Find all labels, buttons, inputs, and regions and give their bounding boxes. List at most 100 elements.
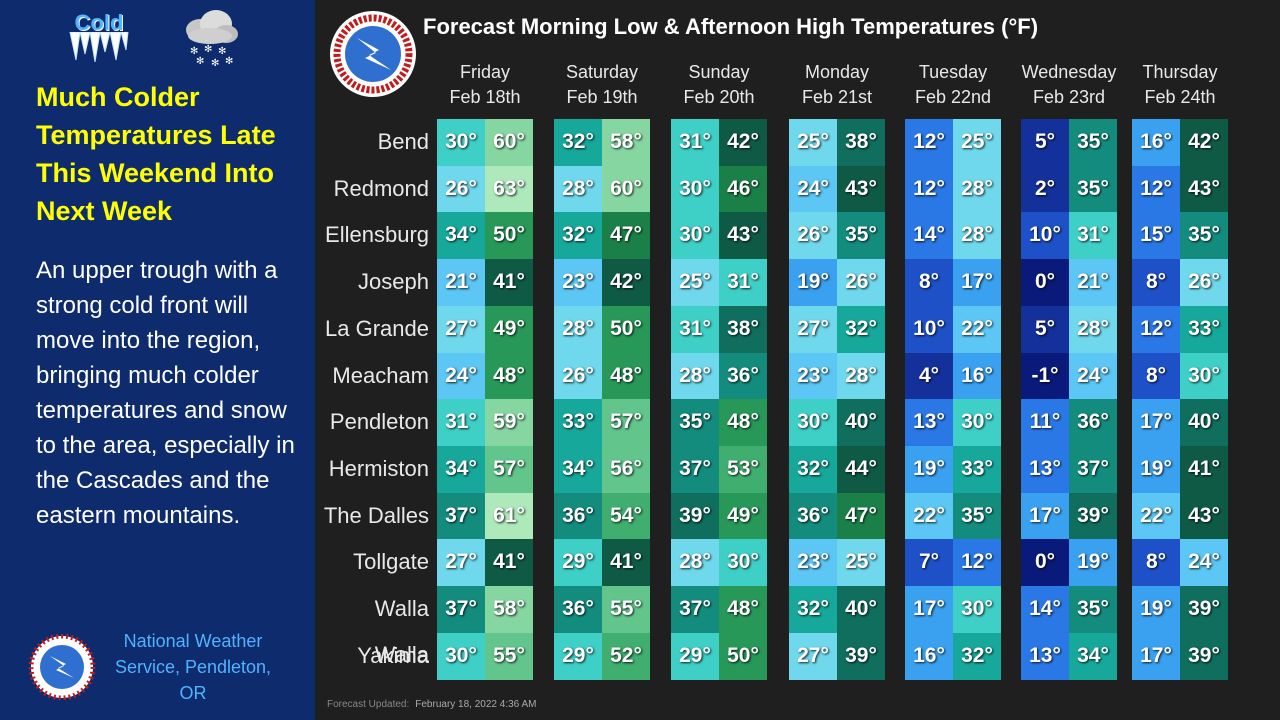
high-temp-cell: 12° — [953, 539, 1001, 587]
high-temp-cell: 26° — [1180, 259, 1228, 307]
icicles-icon — [69, 32, 129, 62]
low-temp-cell: 16° — [905, 632, 953, 680]
high-temp-cell: 35° — [1069, 586, 1117, 634]
high-temp-cell: 28° — [953, 212, 1001, 260]
low-temp-cell: 10° — [905, 305, 953, 353]
low-temp-cell: 5° — [1021, 119, 1069, 167]
high-temp-cell: 38° — [837, 119, 885, 167]
low-temp-cell: 8° — [1132, 352, 1180, 400]
chart-title: Forecast Morning Low & Afternoon High Te… — [423, 14, 1039, 39]
high-temp-cell: 59° — [485, 399, 533, 447]
low-temp-cell: 26° — [554, 352, 602, 400]
high-temp-cell: 41° — [1180, 445, 1228, 494]
high-temp-cell: 30° — [953, 586, 1001, 634]
high-temp-cell: 41° — [485, 259, 533, 307]
city-label: Bend — [377, 129, 429, 154]
high-temp-cell: 22° — [953, 305, 1001, 353]
high-temp-cell: 50° — [602, 305, 650, 353]
low-temp-cell: 5° — [1021, 305, 1069, 353]
low-temp-cell: 28° — [671, 352, 719, 400]
low-temp-cell: 12° — [1132, 165, 1180, 213]
low-temp-cell: 31° — [671, 305, 719, 353]
day-header-sunday: Sunday Feb 20th — [661, 60, 777, 110]
cold-label: Cold — [74, 10, 124, 35]
high-temp-cell: 40° — [837, 586, 885, 634]
city-label: Joseph — [358, 269, 429, 295]
low-temp-cell: 12° — [905, 119, 953, 167]
high-temp-cell: 24° — [1069, 352, 1117, 400]
high-temp-cell: 43° — [719, 212, 767, 260]
high-temp-cell: 39° — [1180, 586, 1228, 634]
low-temp-cell: 39° — [671, 492, 719, 540]
low-temp-cell: 14° — [905, 212, 953, 260]
day-header-thursday: Thursday Feb 24th — [1122, 60, 1238, 110]
forecast-panel: Forecast Morning Low & Afternoon High Te… — [315, 0, 1280, 720]
city-label: La Grande — [325, 315, 429, 341]
high-temp-cell: 31° — [1069, 212, 1117, 260]
high-temp-cell: 42° — [602, 259, 650, 307]
city-label: Redmond — [333, 175, 429, 201]
day-name: Tuesday — [918, 62, 988, 82]
high-temp-cell: 39° — [1180, 632, 1228, 680]
city-label: Hermiston — [328, 455, 429, 481]
high-temp-cell: 58° — [485, 586, 533, 634]
low-temp-cell: 7° — [905, 539, 953, 587]
low-temp-cell: 13° — [1021, 632, 1069, 680]
low-temp-cell: 22° — [905, 492, 953, 540]
high-temp-cell: 30° — [719, 539, 767, 587]
high-temp-cell: 31° — [719, 259, 767, 307]
low-temp-cell: 29° — [554, 539, 602, 587]
low-temp-cell: 12° — [905, 165, 953, 213]
high-temp-cell: 35° — [1180, 212, 1228, 260]
headline: Much Colder Temperatures Late This Weeke… — [36, 82, 276, 226]
day-name: Wednesday — [1021, 62, 1117, 82]
low-temp-cell: 33° — [554, 399, 602, 447]
low-temp-cell: 17° — [905, 586, 953, 634]
low-temp-cell: 12° — [1132, 305, 1180, 353]
day-name: Sunday — [688, 62, 750, 82]
low-temp-cell: -1° — [1021, 352, 1069, 400]
high-temp-cell: 44° — [837, 445, 885, 494]
day-date: Feb 18th — [449, 87, 521, 107]
high-temp-cell: 52° — [602, 632, 650, 680]
high-temp-cell: 32° — [953, 632, 1001, 680]
day-name: Saturday — [565, 62, 639, 82]
high-temp-cell: 55° — [485, 632, 533, 680]
low-temp-cell: 27° — [789, 305, 837, 353]
low-temp-cell: 23° — [789, 352, 837, 400]
updated-label: Forecast Updated: — [327, 699, 410, 710]
high-temp-cell: 28° — [953, 165, 1001, 213]
svg-text:✻: ✻ — [218, 46, 226, 57]
day-name: Friday — [459, 62, 510, 82]
high-temp-cell: 53° — [719, 445, 767, 494]
low-temp-cell: 10° — [1021, 212, 1069, 260]
high-temp-cell: 30° — [1180, 352, 1228, 400]
city-label: The Dalles — [323, 502, 429, 528]
nws-logo-icon — [330, 11, 416, 97]
nws-logo-icon — [28, 634, 96, 700]
low-temp-cell: 34° — [437, 445, 485, 494]
snow-cloud-icon: ✻ ✻ ✻ ✻ ✻ ✻ — [186, 10, 238, 68]
low-temp-cell: 27° — [437, 305, 485, 353]
low-temp-cell: 32° — [789, 586, 837, 634]
high-temp-cell: 50° — [719, 632, 767, 680]
summary-text: An upper trough with a strong cold front… — [36, 257, 295, 529]
svg-text:✻: ✻ — [196, 56, 204, 67]
high-temp-cell: 32° — [837, 305, 885, 353]
low-temp-cell: 24° — [437, 352, 485, 400]
high-temp-cell: 33° — [1180, 305, 1228, 353]
low-temp-cell: 17° — [1132, 399, 1180, 447]
high-temp-cell: 26° — [837, 259, 885, 307]
svg-text:✻: ✻ — [225, 56, 233, 67]
low-temp-cell: 31° — [671, 119, 719, 167]
high-temp-cell: 47° — [837, 492, 885, 540]
high-temp-cell: 48° — [602, 352, 650, 400]
low-temp-cell: 0° — [1021, 539, 1069, 587]
city-label: Tollgate — [353, 549, 429, 575]
low-temp-cell: 8° — [905, 259, 953, 307]
low-temp-cell: 28° — [671, 539, 719, 587]
high-temp-cell: 49° — [719, 492, 767, 540]
high-temp-cell: 35° — [1069, 165, 1117, 213]
low-temp-cell: 29° — [554, 632, 602, 680]
high-temp-cell: 38° — [719, 305, 767, 353]
